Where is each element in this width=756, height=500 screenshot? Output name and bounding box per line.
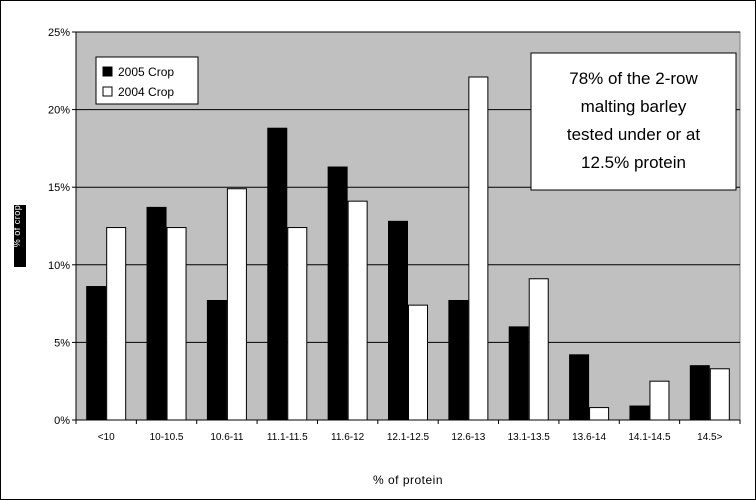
x-axis-categories: <10 10-10.5 10.6-11 11.1-11.5 11.6-12 12.1-12…: [75, 420, 741, 443]
bar-2005: [508, 326, 529, 421]
bar-2004: [709, 368, 730, 421]
annotation-line: malting barley: [581, 97, 687, 116]
bar-2004: [589, 407, 610, 421]
bar-2004: [347, 200, 368, 421]
y-axis-title: % of crop: [12, 205, 22, 248]
bar-2005: [448, 299, 469, 421]
bar-2005: [86, 286, 107, 421]
legend-swatch: [102, 66, 113, 77]
x-category-label: <10: [98, 432, 115, 443]
bar-2005: [629, 405, 650, 421]
bar-2005: [267, 127, 288, 421]
bar-2004: [166, 227, 187, 421]
legend-box: [95, 56, 199, 105]
y-tick-label: 0%: [54, 415, 70, 427]
annotation-line: 12.5% protein: [581, 153, 686, 172]
legend-swatch: [102, 86, 113, 97]
y-tick-label: 15%: [48, 182, 70, 194]
bar-2005: [689, 365, 710, 421]
x-category-label: 10-10.5: [150, 432, 184, 443]
x-category-label: 12.1-12.5: [387, 432, 430, 443]
legend-label: 2004 Crop: [118, 85, 174, 99]
bar-2004: [649, 380, 670, 421]
y-axis-title-backing: [14, 205, 26, 267]
legend-label: 2005 Crop: [118, 65, 174, 79]
x-category-label: 11.1-11.5: [267, 432, 308, 443]
bar-2004: [468, 76, 489, 421]
bars: [86, 76, 730, 421]
bar-2005: [146, 206, 167, 421]
bar-2004: [106, 227, 127, 421]
bar-2004: [226, 188, 247, 421]
annotation-box: 78% of the 2-row malting barley tested und…: [530, 52, 737, 191]
y-tick-label: 20%: [48, 105, 70, 117]
bar-2004: [287, 227, 308, 421]
bar-2005: [206, 299, 227, 421]
x-category-label: 12.6-13: [451, 432, 485, 443]
bar-2005: [569, 354, 590, 421]
annotation-line: tested under or at: [567, 125, 701, 144]
y-axis-ticks: 0% 5% 10% 15% 20% 25%: [48, 27, 76, 427]
bar-2004: [408, 304, 428, 421]
x-axis-title: % of protein: [373, 473, 443, 487]
bar-2005: [327, 166, 348, 421]
x-category-label: 13.1-13.5: [508, 432, 551, 443]
legend: 2005 Crop 2004 Crop: [95, 56, 199, 105]
y-tick-label: 10%: [48, 260, 70, 272]
x-category-label: 10.6-11: [210, 432, 244, 443]
bar-2005: [388, 220, 408, 421]
x-category-label: 13.6-14: [572, 432, 606, 443]
y-tick-label: 25%: [48, 27, 70, 39]
y-tick-label: 5%: [54, 337, 70, 349]
x-category-label: 14.5>: [697, 432, 722, 443]
x-category-label: 14.1-14.5: [628, 432, 671, 443]
annotation-line: 78% of the 2-row: [569, 69, 698, 88]
bar-2004: [528, 278, 549, 421]
annotation-box-frame: [530, 52, 737, 191]
x-category-label: 11.6-12: [331, 432, 365, 443]
